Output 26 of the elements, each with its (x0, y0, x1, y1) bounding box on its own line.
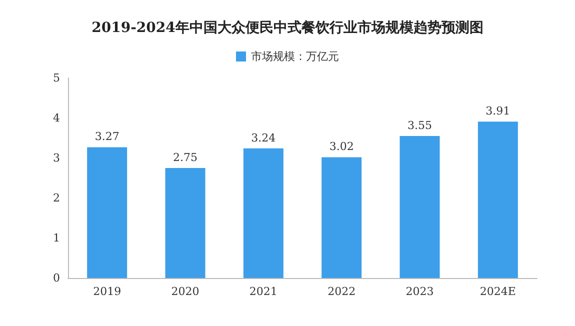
bar (165, 168, 206, 278)
data-label: 3.55 (408, 119, 432, 132)
y-tick-label: 0 (53, 272, 60, 284)
x-tick-label: 2019 (93, 285, 122, 298)
y-tick-label: 2 (53, 192, 60, 204)
x-tick-label: 2024E (480, 285, 516, 298)
bar (478, 122, 518, 278)
data-label: 2.75 (173, 151, 198, 164)
legend-label: 市场规模：万亿元 (251, 50, 339, 63)
bar (243, 148, 284, 278)
bar (400, 136, 440, 278)
data-label: 3.02 (329, 140, 354, 154)
y-tick-label: 4 (53, 112, 60, 124)
x-tick-label: 2021 (249, 285, 278, 298)
y-tick-label: 3 (53, 152, 60, 164)
bar (322, 157, 362, 278)
x-tick-label: 2020 (171, 285, 200, 298)
x-tick-label: 2022 (328, 285, 356, 298)
data-label: 3.27 (94, 130, 120, 144)
bar (87, 147, 128, 278)
y-tick-label: 1 (53, 232, 60, 244)
chart-title: 2019-2024年中国大众便民中式餐饮行业市场规模趋势预测图 (92, 19, 484, 36)
data-label: 3.24 (251, 131, 276, 144)
data-label: 3.91 (486, 104, 510, 118)
y-tick-label: 5 (53, 72, 60, 84)
x-tick-label: 2023 (406, 285, 434, 298)
